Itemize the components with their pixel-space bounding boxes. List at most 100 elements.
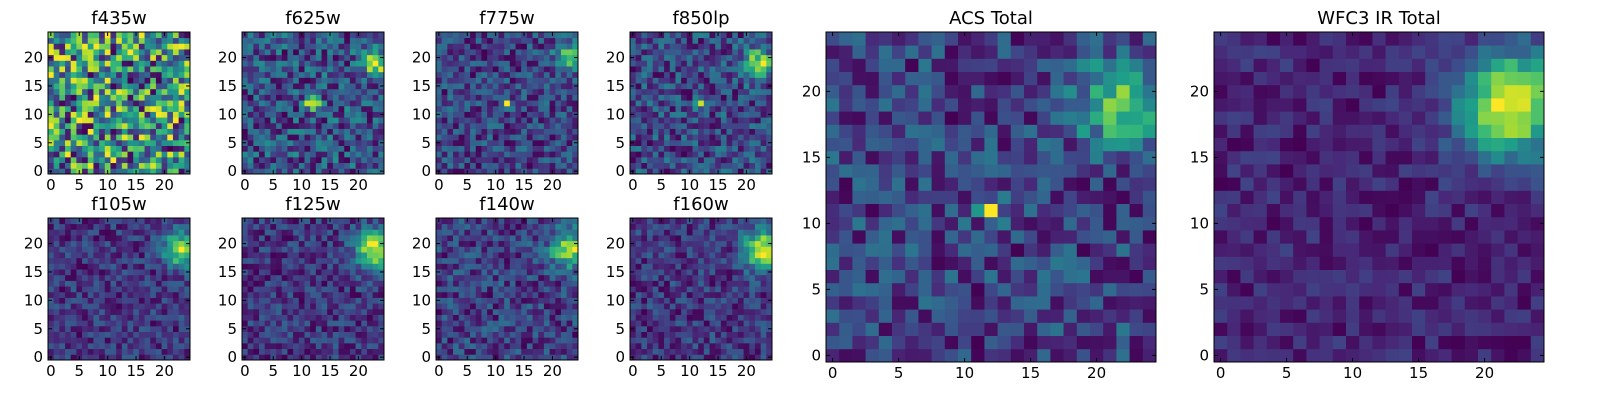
heatmap-cell (549, 291, 556, 298)
heatmap-cell (133, 43, 140, 50)
heatmap-cell (549, 280, 556, 287)
heatmap-cell (82, 162, 89, 169)
heatmap-cell (276, 235, 283, 242)
heatmap-cell (281, 32, 288, 39)
heatmap-cell (743, 105, 750, 112)
heatmap-cell (99, 246, 106, 253)
heatmap-cell (487, 337, 494, 344)
heatmap-cell (538, 88, 545, 95)
heatmap-cell (172, 240, 180, 247)
heatmap-cell (720, 100, 727, 107)
heatmap-cell (532, 100, 539, 107)
heatmap-cell (918, 124, 932, 138)
heatmap-cell (504, 274, 511, 281)
heatmap-cell (997, 216, 1012, 231)
heatmap-cell (121, 297, 128, 304)
heatmap-cell (247, 308, 254, 315)
heatmap-cell (59, 145, 66, 152)
heatmap-cell (726, 168, 733, 175)
heatmap-cell (526, 320, 533, 327)
heatmap-cell (492, 54, 499, 61)
heatmap-cell (641, 105, 648, 112)
heatmap-cell (150, 111, 157, 118)
heatmap-cell (720, 32, 727, 39)
heatmap-cell (509, 320, 516, 327)
heatmap-cell (70, 325, 77, 332)
heatmap-cell (521, 331, 528, 338)
x-tick-label: 5 (462, 176, 472, 194)
heatmap-cell (253, 303, 260, 310)
heatmap-cell (1010, 111, 1025, 125)
heatmap-cell (338, 229, 345, 236)
heatmap-cell (560, 337, 568, 344)
heatmap-cell (48, 246, 55, 253)
heatmap-cell (984, 216, 998, 231)
heatmap-cell (754, 111, 762, 118)
heatmap-cell (509, 168, 516, 175)
heatmap-cell (504, 111, 511, 118)
heatmap-cell (458, 274, 465, 281)
heatmap-cell (287, 60, 294, 67)
heatmap-cell (121, 117, 128, 124)
heatmap-cell (298, 342, 305, 350)
heatmap-cell (327, 297, 334, 304)
heatmap-cell (315, 354, 322, 361)
heatmap-cell (492, 100, 499, 107)
heatmap-cell (675, 105, 682, 112)
heatmap-cell (458, 60, 465, 67)
heatmap-cell (172, 134, 180, 141)
heatmap-cell (150, 151, 157, 158)
heatmap-cell (104, 151, 111, 158)
heatmap-cell (116, 168, 123, 175)
heatmap-cell (161, 229, 168, 236)
heatmap-cell (1063, 282, 1078, 297)
heatmap-cell (560, 100, 568, 107)
heatmap-cell (65, 308, 72, 315)
heatmap-cell (453, 291, 460, 298)
heatmap-cell (93, 354, 100, 361)
heatmap-cell (53, 235, 60, 242)
heatmap-cell (150, 320, 157, 327)
heatmap-cell (481, 94, 488, 101)
heatmap-cell (116, 274, 123, 281)
heatmap-cell (709, 60, 716, 67)
heatmap-cell (504, 320, 511, 327)
heatmap-cell (281, 246, 288, 253)
heatmap-cell (918, 84, 932, 99)
heatmap-cell (253, 105, 260, 112)
heatmap-cell (259, 156, 266, 164)
heatmap-cell (355, 297, 362, 304)
heatmap-cell (155, 156, 162, 164)
heatmap-cell (259, 168, 266, 175)
heatmap-cell (692, 162, 699, 169)
heatmap-cell (53, 320, 60, 327)
heatmap-cell (839, 84, 853, 99)
heatmap-cell (53, 337, 60, 344)
heatmap-cell (997, 84, 1012, 99)
heatmap-cell (1050, 150, 1064, 165)
heatmap-cell (293, 122, 300, 129)
heatmap-cell (1076, 58, 1091, 72)
heatmap-cell (931, 111, 946, 125)
heatmap-cell (732, 134, 739, 141)
heatmap-cell (48, 314, 55, 321)
heatmap-cell (116, 331, 123, 338)
heatmap-cell (65, 297, 72, 304)
heatmap-cell (310, 240, 317, 247)
heatmap-cell (709, 37, 716, 44)
heatmap-cell (253, 83, 260, 90)
heatmap-cell (178, 297, 185, 304)
heatmap-cell (93, 331, 100, 338)
heatmap-cell (133, 286, 140, 293)
heatmap-cell (82, 240, 89, 247)
heatmap-cell (361, 252, 368, 259)
heatmap-cell (931, 203, 946, 218)
heatmap-cell (133, 252, 140, 259)
heatmap-cell (184, 117, 191, 124)
heatmap-cell (743, 60, 750, 67)
heatmap-cell (566, 83, 573, 90)
heatmap-cell (298, 240, 305, 247)
heatmap-cell (878, 322, 893, 336)
heatmap-cell (99, 218, 106, 225)
